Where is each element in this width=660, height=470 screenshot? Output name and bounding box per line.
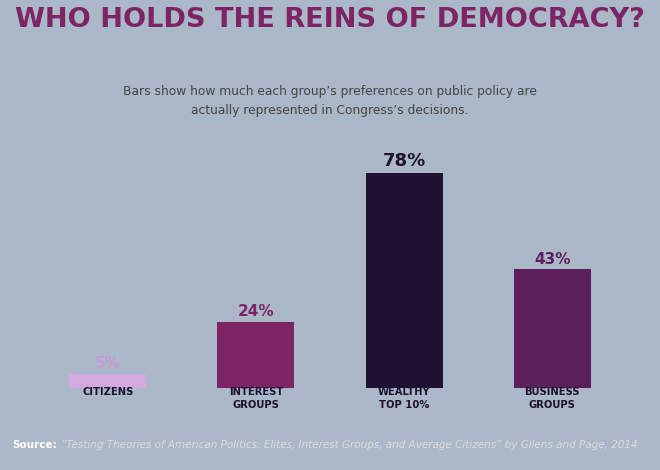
- Text: Bars show how much each group’s preferences on public policy are
actually repres: Bars show how much each group’s preferen…: [123, 85, 537, 117]
- Text: INTEREST
GROUPS: INTEREST GROUPS: [229, 387, 283, 410]
- Bar: [69, 374, 147, 388]
- Bar: [217, 322, 294, 388]
- Text: Bars add up to more
than 100% because
of agreement
between groups.: Bars add up to more than 100% because of…: [36, 153, 150, 206]
- Text: CITIZENS: CITIZENS: [82, 387, 133, 397]
- Text: 5%: 5%: [95, 356, 121, 371]
- Text: 24%: 24%: [238, 304, 275, 319]
- Text: 78%: 78%: [382, 152, 426, 171]
- Text: 43%: 43%: [534, 252, 570, 267]
- Bar: [513, 269, 591, 388]
- Text: Source:: Source:: [12, 440, 57, 450]
- Text: “Testing Theories of American Politics: Elites, Interest Groups, and Average Cit: “Testing Theories of American Politics: …: [61, 440, 638, 450]
- Text: WEALTHY
TOP 10%: WEALTHY TOP 10%: [378, 387, 430, 410]
- Bar: [366, 173, 443, 388]
- Text: WHO HOLDS THE REINS OF DEMOCRACY?: WHO HOLDS THE REINS OF DEMOCRACY?: [15, 7, 645, 33]
- Text: BUSINESS
GROUPS: BUSINESS GROUPS: [525, 387, 580, 410]
